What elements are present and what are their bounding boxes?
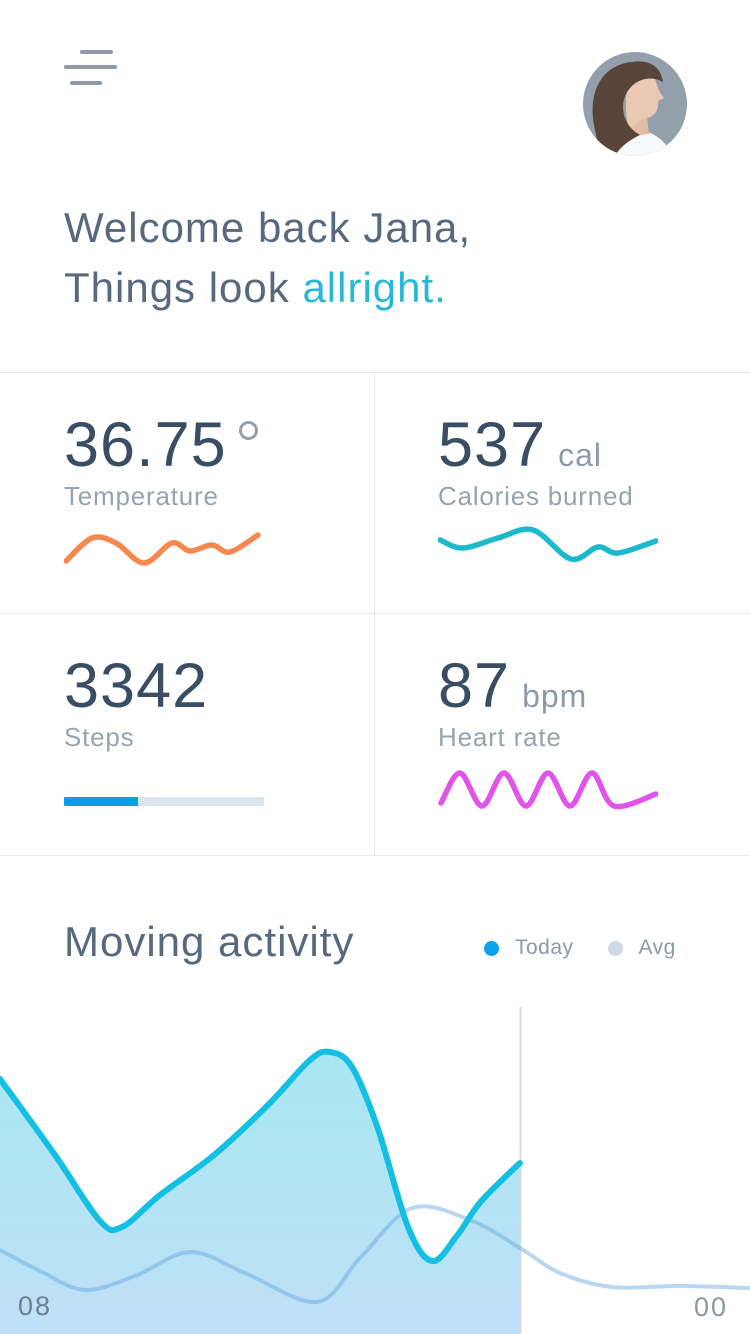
legend-item-today[interactable]: Today: [484, 936, 574, 960]
steps-progress-track: [64, 797, 264, 806]
stat-card-heart-rate[interactable]: 87 bpm Heart rate: [375, 614, 750, 855]
x-tick-00: 00: [694, 1292, 729, 1322]
menu-button[interactable]: [64, 48, 118, 88]
steps-progress-fill: [64, 797, 138, 806]
temperature-sparkline: [64, 532, 261, 566]
calories-value: 537 cal: [438, 410, 603, 480]
steps-value: 3342: [64, 651, 209, 721]
degree-icon: [238, 421, 258, 440]
heart-rate-unit: bpm: [522, 678, 588, 714]
today-area: [0, 1051, 520, 1334]
greeting-accent: allright.: [302, 264, 447, 311]
legend-dot-today: [484, 940, 499, 956]
stat-card-temperature[interactable]: 36.75 Temperature: [0, 373, 375, 614]
avg-line: [0, 1204, 750, 1305]
stat-card-steps[interactable]: 3342 Steps: [0, 614, 375, 855]
calories-sparkline: [438, 526, 658, 563]
avatar[interactable]: [583, 52, 687, 156]
legend-item-avg[interactable]: Avg: [607, 936, 676, 960]
stats-grid: 36.75 Temperature 537 cal Calories burned…: [0, 372, 750, 856]
temperature-label: Temperature: [64, 481, 219, 511]
activity-title: Moving activity: [64, 918, 355, 965]
x-tick-08: 08: [18, 1291, 53, 1321]
greeting-line1: Welcome back Jana,: [64, 204, 472, 251]
profile-photo: [583, 52, 687, 156]
stat-card-calories[interactable]: 537 cal Calories burned: [375, 373, 750, 614]
heart-rate-label: Heart rate: [438, 722, 562, 752]
heart-rate-value: 87 bpm: [438, 651, 588, 721]
greeting: Welcome back Jana, Things look allright.: [64, 198, 471, 318]
legend-dot-avg: [607, 940, 623, 956]
greeting-line2: Things look allright.: [64, 264, 447, 311]
today-line: [0, 1048, 523, 1265]
temperature-value: 36.75: [64, 409, 258, 481]
activity-chart: [0, 1007, 750, 1334]
calories-unit: cal: [558, 437, 603, 473]
calories-label: Calories burned: [438, 481, 634, 511]
activity-legend: Today Avg: [484, 936, 676, 960]
steps-label: Steps: [64, 722, 135, 752]
heart-rate-sparkline: [438, 770, 658, 810]
